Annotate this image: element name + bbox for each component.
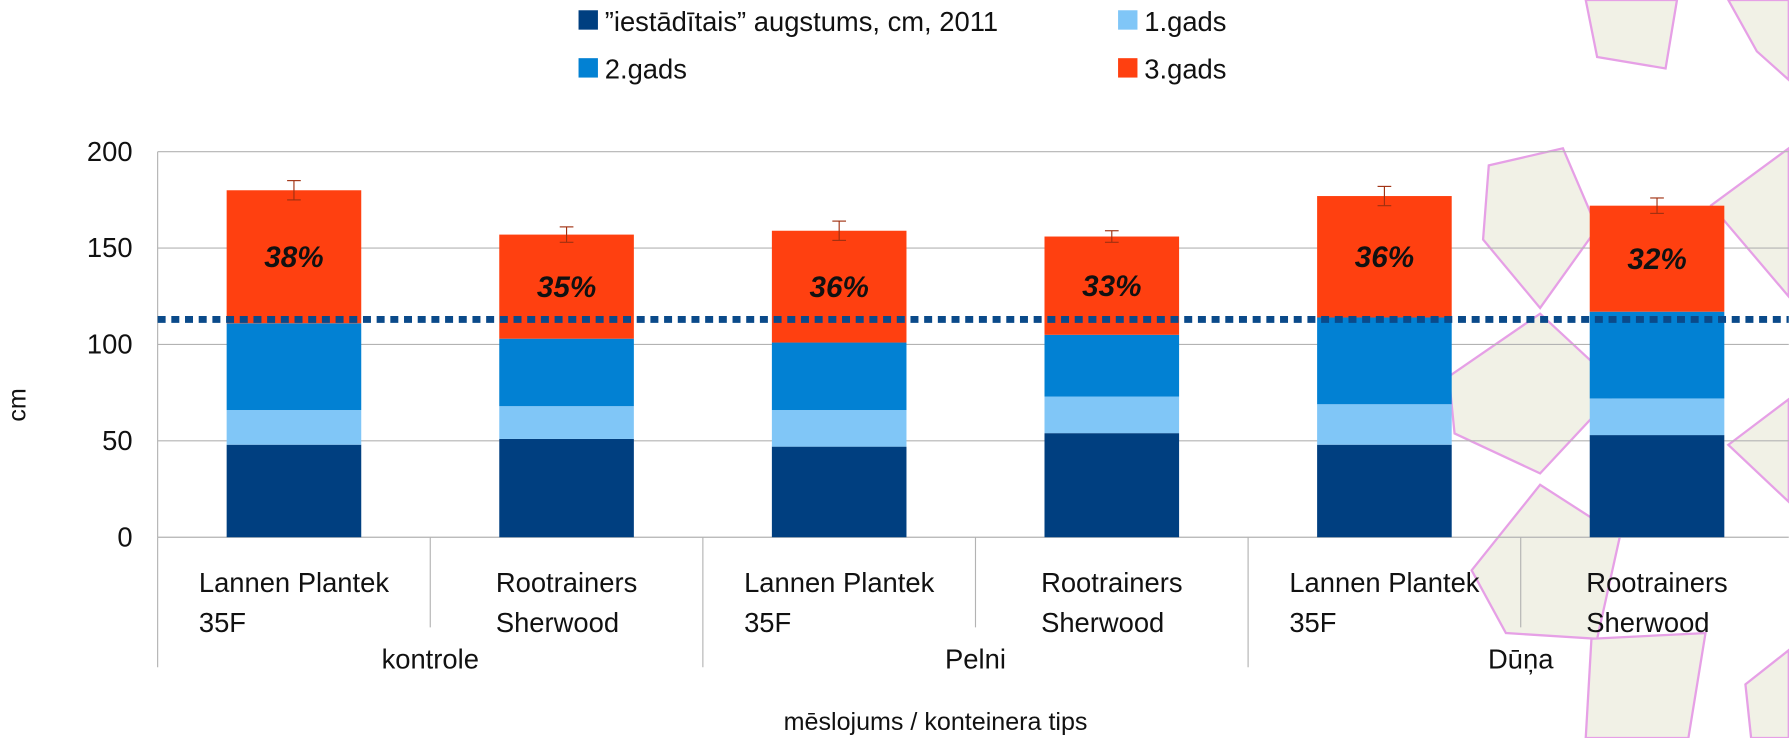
legend-label: ”iestādītais” augstums, cm, 2011 — [605, 6, 998, 37]
bar-segment — [1589, 435, 1725, 538]
y-tick-label: 200 — [87, 136, 133, 167]
decor-shape — [1584, 631, 1707, 738]
decor-shape — [1447, 312, 1622, 475]
legend-swatch — [1118, 58, 1138, 78]
x-axis-label: mēslojums / konteinera tips — [784, 708, 1088, 736]
x-tick-label: Lannen Plantek — [1289, 567, 1479, 598]
y-tick-label: 50 — [102, 425, 132, 456]
bar-segment — [771, 230, 907, 343]
legend-label: 3.gads — [1144, 54, 1226, 85]
x-tick-label: Rootrainers — [1586, 567, 1727, 598]
bar-segment — [1317, 196, 1452, 318]
x-group-label: Pelni — [945, 643, 1006, 674]
bar-segment — [1589, 205, 1725, 312]
bar-segment — [771, 446, 907, 538]
legend-label: 1.gads — [1144, 6, 1226, 37]
x-tick-label: Sherwood — [1586, 607, 1709, 638]
decor-shape — [1726, 397, 1789, 504]
decor-shape — [1481, 146, 1599, 310]
x-tick-label: Lannen Plantek — [199, 567, 389, 598]
bar-segment — [771, 342, 907, 411]
bar-segment — [226, 410, 362, 445]
legend-swatch — [1118, 10, 1138, 30]
x-tick-label: 35F — [1289, 607, 1336, 638]
legend-label: 2.gads — [605, 54, 687, 85]
y-axis-label: cm — [3, 388, 31, 421]
background-decoration — [1447, 0, 1789, 738]
bar-segment — [226, 323, 362, 411]
bar-segment — [226, 444, 362, 538]
x-tick-label: Rootrainers — [496, 567, 637, 598]
legend-swatch — [578, 10, 598, 30]
x-tick-label: Lannen Plantek — [744, 567, 934, 598]
legend-swatch — [578, 58, 598, 78]
x-tick-label: 35F — [744, 607, 791, 638]
y-tick-label: 150 — [87, 232, 133, 263]
x-tick-label: Sherwood — [1041, 607, 1164, 638]
decor-shape — [1744, 648, 1789, 738]
x-tick-label: Rootrainers — [1041, 567, 1182, 598]
bar-segment — [1317, 317, 1452, 405]
bar-segment — [1044, 433, 1180, 538]
bar-segment — [1044, 334, 1180, 397]
segment-label: 36% — [810, 271, 869, 304]
decor-shape — [1727, 0, 1789, 82]
y-tick-label: 0 — [117, 521, 132, 552]
segment-label: 35% — [537, 271, 596, 304]
bar-segment — [1589, 311, 1725, 399]
bar-segment — [1589, 398, 1725, 436]
bar-segment — [226, 190, 362, 324]
bar-segment — [1317, 444, 1452, 538]
bar-segment — [499, 338, 634, 407]
segment-label: 36% — [1355, 241, 1414, 274]
bar-segment — [499, 438, 634, 538]
decor-shape — [1470, 483, 1622, 640]
x-tick-label: Sherwood — [496, 607, 619, 638]
bar-segment — [499, 406, 634, 439]
bar-segment — [1317, 404, 1452, 445]
segment-label: 33% — [1082, 270, 1141, 303]
x-group-label: Dūņa — [1488, 643, 1554, 674]
decor-shape — [1584, 0, 1679, 70]
x-group-label: kontrole — [382, 643, 479, 674]
bar-segment — [1044, 396, 1180, 434]
segment-label: 32% — [1627, 243, 1686, 276]
segment-label: 38% — [264, 241, 323, 274]
bar-segment — [771, 410, 907, 447]
x-tick-label: 35F — [199, 607, 246, 638]
y-tick-label: 100 — [87, 329, 133, 360]
